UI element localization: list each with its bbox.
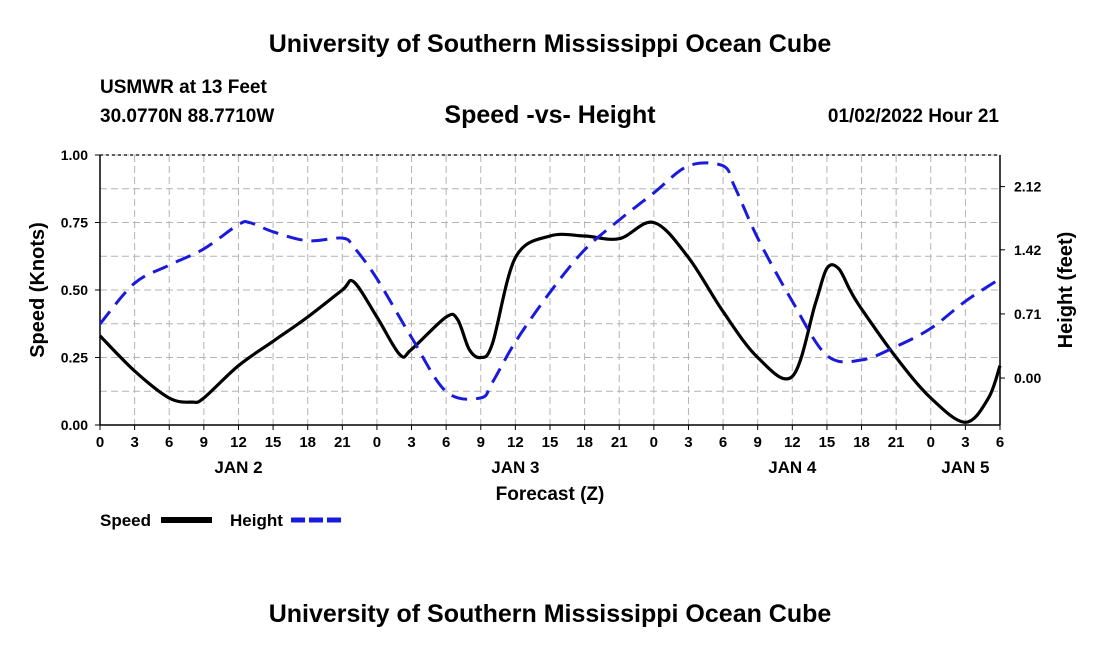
x-tick-label: 6 bbox=[996, 434, 1004, 451]
x-tick-label: 3 bbox=[684, 434, 692, 451]
height-series-line bbox=[98, 161, 1001, 401]
x-tick-label: 15 bbox=[265, 434, 282, 451]
x-tick-label: 6 bbox=[719, 434, 727, 451]
y-tick-label: 0.00 bbox=[61, 417, 88, 433]
y-tick-label: 0.25 bbox=[61, 350, 88, 366]
x-tick-label: 15 bbox=[819, 434, 836, 451]
y-tick-label: 0.50 bbox=[61, 282, 88, 298]
x-tick-label: 6 bbox=[442, 434, 450, 451]
footer-title: University of Southern Mississippi Ocean… bbox=[268, 600, 832, 628]
legend-label-height: Height bbox=[230, 511, 283, 530]
x-tick-label: 18 bbox=[576, 434, 593, 451]
x-tick-label: 18 bbox=[853, 434, 870, 451]
forecast-datetime: 01/02/2022 Hour 21 bbox=[827, 106, 999, 127]
x-tick-label: 9 bbox=[200, 434, 208, 451]
x-axis-title: Forecast (Z) bbox=[496, 484, 605, 505]
date-label: JAN 3 bbox=[491, 458, 539, 477]
y2-tick-label: 0.71 bbox=[1014, 306, 1041, 322]
x-tick-label: 15 bbox=[542, 434, 559, 451]
station-label: USMWR at 13 Feet bbox=[100, 77, 267, 98]
x-tick-label: 9 bbox=[477, 434, 485, 451]
x-tick-label: 18 bbox=[299, 434, 316, 451]
date-label: JAN 5 bbox=[941, 458, 989, 477]
speed-series-line bbox=[98, 220, 1002, 424]
date-label: JAN 4 bbox=[768, 458, 817, 477]
x-tick-label: 21 bbox=[334, 434, 351, 451]
x-tick-label: 21 bbox=[888, 434, 905, 451]
x-tick-label: 12 bbox=[230, 434, 247, 451]
x-tick-label: 0 bbox=[927, 434, 935, 451]
y2-tick-label: 1.42 bbox=[1014, 242, 1041, 258]
date-label: JAN 2 bbox=[214, 458, 262, 477]
y-tick-label: 0.75 bbox=[61, 215, 88, 231]
chart-title: Speed -vs- Height bbox=[444, 101, 656, 129]
x-tick-label: 9 bbox=[754, 434, 762, 451]
x-tick-label: 0 bbox=[373, 434, 381, 451]
x-tick-label: 12 bbox=[784, 434, 801, 451]
y2-tick-label: 0.00 bbox=[1014, 370, 1041, 386]
x-tick-label: 0 bbox=[650, 434, 658, 451]
x-tick-label: 12 bbox=[507, 434, 524, 451]
legend-label-speed: Speed bbox=[100, 511, 151, 530]
station-coordinates: 30.0770N 88.7710W bbox=[100, 106, 275, 127]
y2-axis-title: Height (feet) bbox=[1055, 232, 1077, 349]
x-tick-label: 3 bbox=[961, 434, 969, 451]
y-tick-label: 1.00 bbox=[61, 147, 88, 163]
x-tick-label: 3 bbox=[407, 434, 415, 451]
x-tick-label: 0 bbox=[96, 434, 104, 451]
x-tick-label: 21 bbox=[611, 434, 628, 451]
page-title: University of Southern Mississippi Ocean… bbox=[268, 30, 832, 58]
x-tick-label: 3 bbox=[130, 434, 138, 451]
y2-tick-label: 2.12 bbox=[1014, 179, 1041, 195]
x-tick-label: 6 bbox=[165, 434, 173, 451]
y-axis-title: Speed (Knots) bbox=[27, 222, 49, 358]
